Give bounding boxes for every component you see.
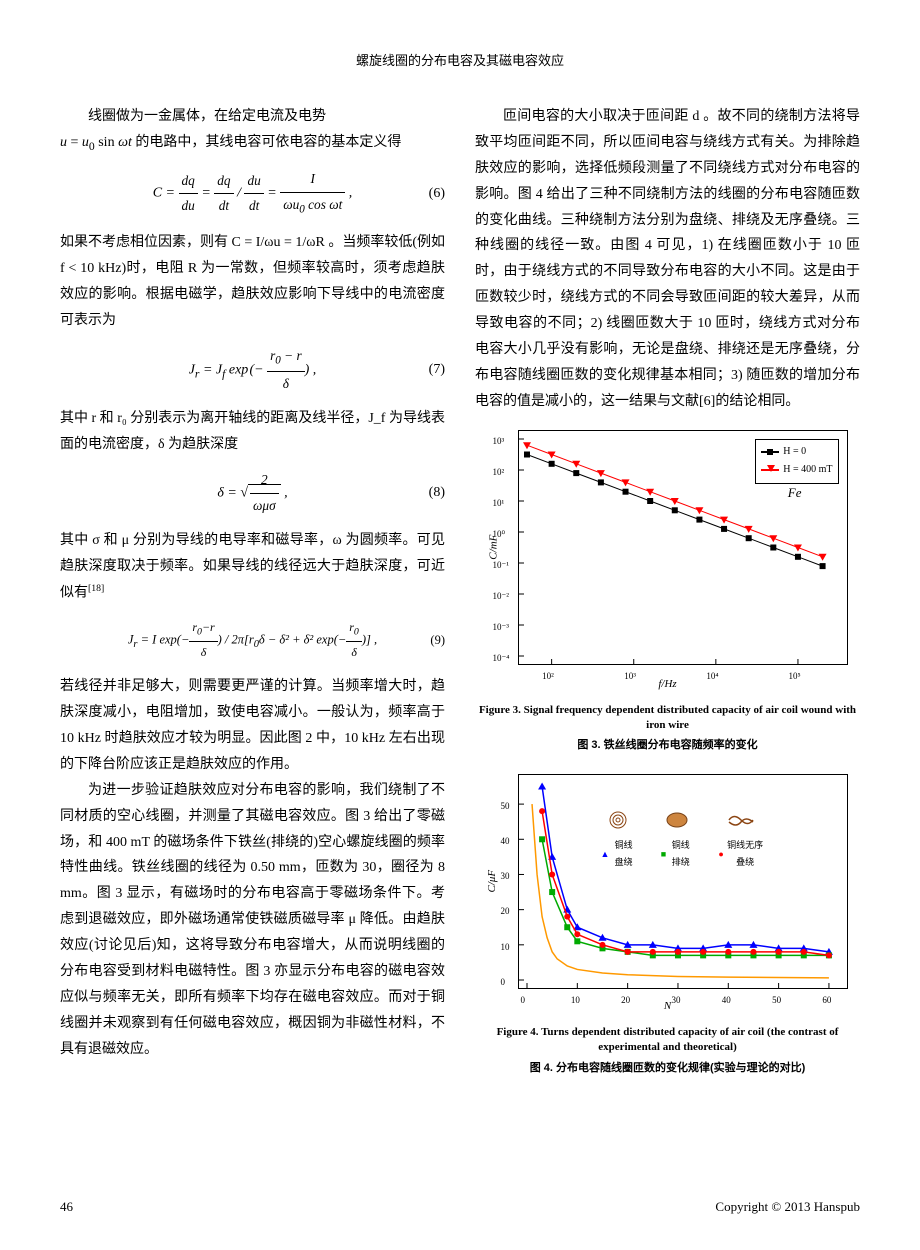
- equation-8: δ = √2ωμσ , (8): [60, 468, 445, 518]
- paragraph: 如果不考虑相位因素，则有 C = I/ωu = 1/ωR 。当频率较低(例如 f…: [60, 230, 445, 334]
- text: u = u0 sin ωt 的电路中，其线电容可依电容的基本定义得: [60, 135, 401, 150]
- legend-label: 铜线排绕: [668, 837, 693, 870]
- chart-svg: [519, 775, 847, 988]
- legend-label: 铜线盘绕: [611, 837, 635, 870]
- right-column: 匝间电容的大小取决于匝间距 d 。故不同的绕制方法将导致平均匝间距不同，所以匝间…: [475, 104, 860, 1078]
- paragraph: 其中 r 和 r₀ 分别表示为离开轴线的距离及线半径，J_f 为导线表面的电流密…: [60, 406, 445, 458]
- paragraph: 若线径并非足够大，则需要更严谨的计算。当频率增大时，趋肤深度减小，电阻增加，致使…: [60, 674, 445, 778]
- paragraph: 为进一步验证趋肤效应对分布电容的影响，我们绕制了不同材质的空心线圈，并测量了其磁…: [60, 778, 445, 1063]
- equation-number: (8): [429, 480, 445, 506]
- paragraph-continuation: u = u0 sin ωt 的电路中，其线电容可依电容的基本定义得: [60, 130, 445, 157]
- legend-item: H = 0: [761, 443, 832, 462]
- coil-spiral-icon: [603, 810, 633, 830]
- figure-3-legend: H = 0 H = 400 mT: [755, 439, 838, 484]
- figure-4-legend: ▲铜线盘绕 ■铜线排绕 ●铜线无序叠绕: [601, 810, 765, 871]
- text: 线圈做为一金属体，在给定电流及电势: [88, 109, 326, 124]
- equation-number: (6): [429, 181, 445, 207]
- equation-body: δ = √2ωμσ ,: [217, 468, 287, 518]
- x-axis-label: f/Hz: [658, 674, 676, 694]
- figure-4: ▲铜线盘绕 ■铜线排绕 ●铜线无序叠绕 C/μF N 010203: [475, 774, 860, 1078]
- legend-label: H = 0: [783, 443, 806, 462]
- page-number: 46: [60, 1199, 73, 1215]
- citation-ref: [18]: [88, 583, 104, 594]
- legend-label: 铜线无序叠绕: [726, 837, 765, 870]
- left-column: 线圈做为一金属体，在给定电流及电势 u = u0 sin ωt 的电路中，其线电…: [60, 104, 445, 1078]
- legend-item: ■铜线排绕: [661, 810, 694, 871]
- figure-3-caption-en: Figure 3. Signal frequency dependent dis…: [475, 703, 860, 734]
- coil-layer-icon: [662, 810, 692, 830]
- legend-label: H = 400 mT: [783, 461, 832, 480]
- figure-3-caption-cn: 图 3. 铁丝线圈分布电容随频率的变化: [475, 735, 860, 755]
- figure-3-annotation: Fe: [788, 481, 802, 505]
- equation-6: C = dqdu = dqdt / dudt = Iωu0 cos ωt , (…: [60, 167, 445, 220]
- equation-body: Jr = Jf exp (− r0 − rδ) ,: [189, 344, 317, 397]
- page-header-title: 螺旋线圈的分布电容及其磁电容效应: [60, 50, 860, 69]
- legend-item: H = 400 mT: [761, 461, 832, 480]
- text: 其中 σ 和 μ 分别为导线的电导率和磁导率，ω 为圆频率。可见趋肤深度取决于频…: [60, 533, 445, 600]
- x-axis-label: N: [664, 996, 671, 1016]
- figure-4-caption-en: Figure 4. Turns dependent distributed ca…: [475, 1025, 860, 1056]
- equation-9: Jr = I exp(−r0−rδ) / 2π[r0δ − δ² + δ² ex…: [60, 617, 445, 665]
- figure-4-caption-cn: 图 4. 分布电容随线圈匝数的变化规律(实验与理论的对比): [475, 1058, 860, 1078]
- figure-4-chart: ▲铜线盘绕 ■铜线排绕 ●铜线无序叠绕: [518, 774, 848, 989]
- coil-random-icon: [726, 810, 756, 830]
- copyright-text: Copyright © 2013 Hanspub: [715, 1199, 860, 1215]
- equation-7: Jr = Jf exp (− r0 − rδ) , (7): [60, 344, 445, 397]
- equation-body: Jr = I exp(−r0−rδ) / 2π[r0δ − δ² + δ² ex…: [128, 617, 377, 665]
- figure-3: H = 0 H = 400 mT Fe C/mF f/Hz 10²10³10⁴1…: [475, 430, 860, 756]
- page-footer: 46 Copyright © 2013 Hanspub: [60, 1199, 860, 1215]
- paragraph: 其中 σ 和 μ 分别为导线的电导率和磁导率，ω 为圆频率。可见趋肤深度取决于频…: [60, 528, 445, 606]
- legend-item: ▲铜线盘绕: [601, 810, 636, 871]
- equation-body: C = dqdu = dqdt / dudt = Iωu0 cos ωt ,: [153, 167, 353, 220]
- paragraph: 线圈做为一金属体，在给定电流及电势: [60, 104, 445, 130]
- equation-number: (7): [429, 357, 445, 383]
- figure-3-chart: H = 0 H = 400 mT Fe: [518, 430, 848, 665]
- paragraph: 匝间电容的大小取决于匝间距 d 。故不同的绕制方法将导致平均匝间距不同，所以匝间…: [475, 104, 860, 415]
- y-axis-label: C/μF: [482, 870, 502, 893]
- legend-item: ●铜线无序叠绕: [718, 810, 764, 871]
- equation-number: (9): [430, 629, 445, 652]
- two-column-layout: 线圈做为一金属体，在给定电流及电势 u = u0 sin ωt 的电路中，其线电…: [60, 104, 860, 1078]
